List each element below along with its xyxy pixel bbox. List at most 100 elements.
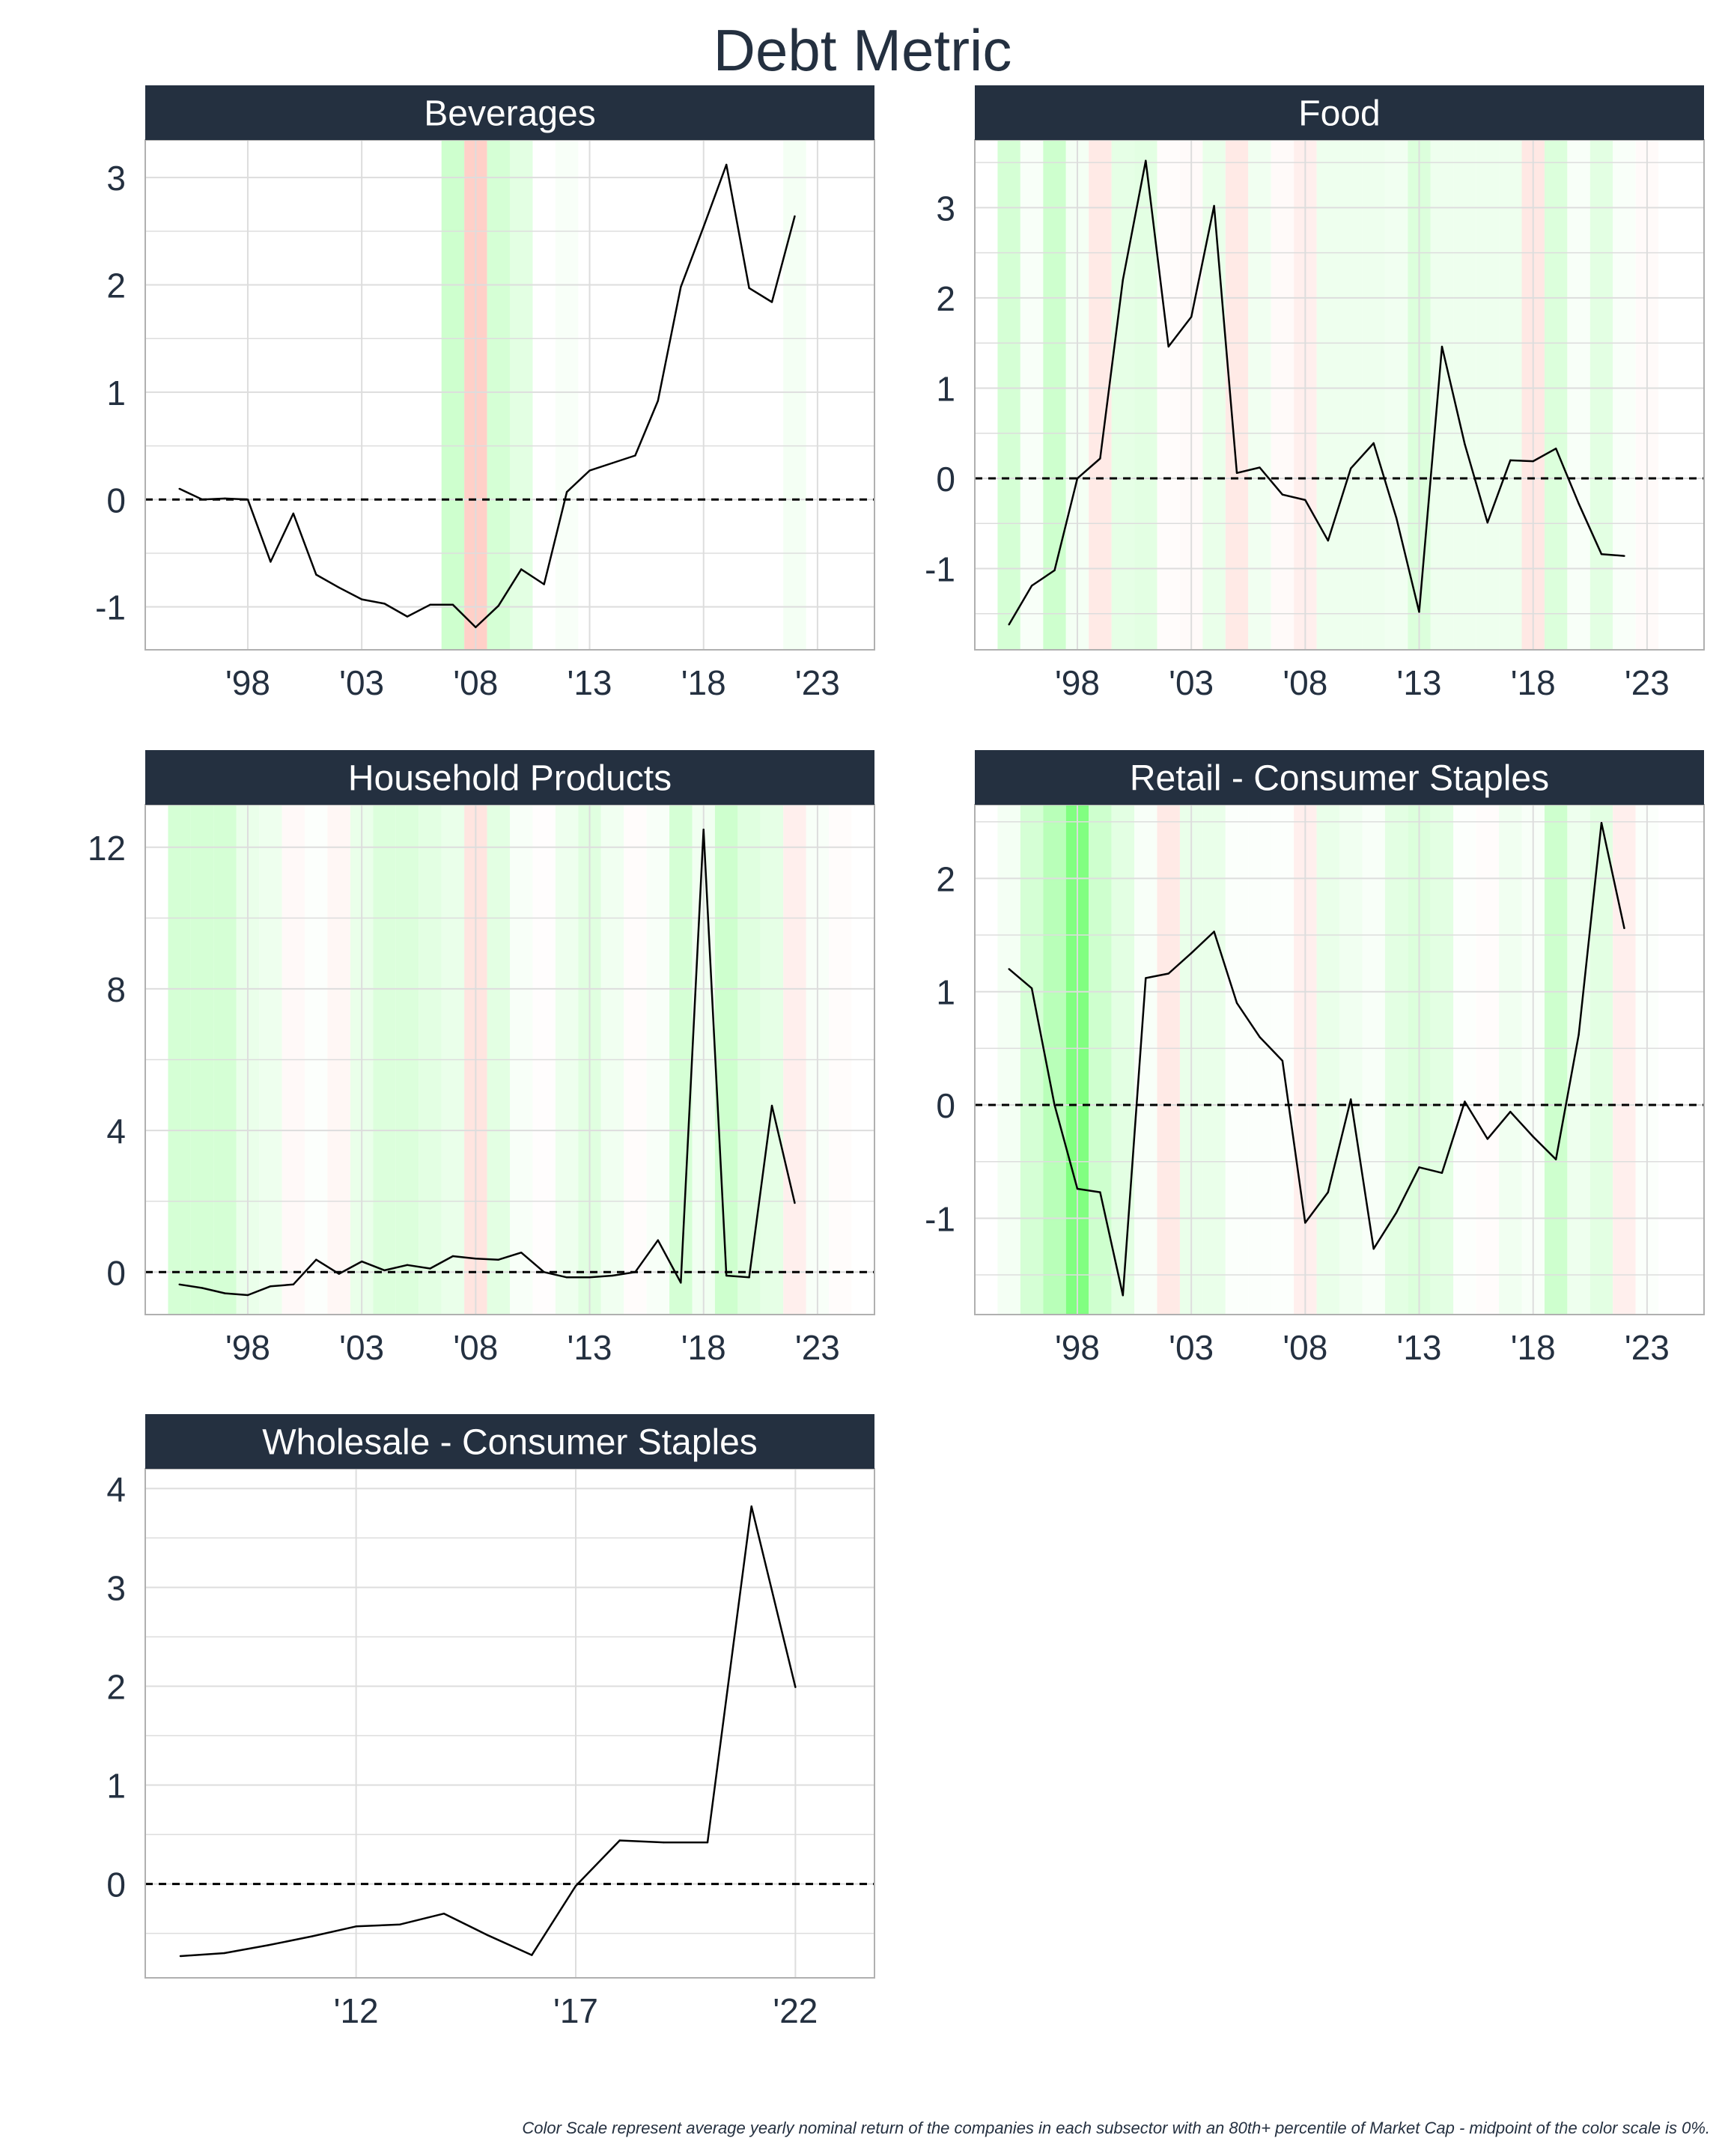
x-tick-label: '23 (1625, 1328, 1670, 1367)
data-point (748, 287, 750, 290)
return-band (1043, 805, 1066, 1315)
data-point (442, 1912, 445, 1915)
x-tick-label: '18 (1511, 663, 1556, 702)
data-point (1190, 316, 1193, 318)
data-point (1578, 1034, 1580, 1036)
data-point (223, 1952, 225, 1955)
x-tick-label: '23 (795, 1328, 840, 1367)
data-point (1030, 585, 1033, 587)
x-tick-label: '13 (568, 1328, 612, 1367)
x-tick-label: '13 (1397, 663, 1442, 702)
return-band (1453, 140, 1476, 650)
y-tick-label: 8 (106, 970, 126, 1009)
data-point (1190, 952, 1193, 954)
data-point (1145, 159, 1147, 162)
data-point (383, 603, 386, 605)
data-point (770, 301, 773, 303)
return-band (1613, 805, 1636, 1315)
x-tick-label: '23 (1625, 663, 1670, 702)
data-point (1418, 611, 1420, 613)
series-line (1008, 159, 1625, 625)
data-point (224, 497, 226, 500)
data-point (1418, 1166, 1420, 1169)
data-point (1259, 1036, 1261, 1038)
return-band (783, 140, 806, 650)
data-point (497, 1258, 499, 1261)
return-band (1476, 140, 1500, 650)
return-band (1613, 140, 1636, 650)
data-point (497, 605, 499, 607)
data-point (663, 1841, 665, 1844)
data-point (1554, 448, 1557, 450)
data-point (680, 1282, 682, 1284)
data-point (702, 828, 705, 831)
y-tick-label: -1 (925, 1199, 955, 1238)
y-tick-label: 3 (106, 159, 126, 198)
return-band (1225, 140, 1249, 650)
data-point (748, 1276, 750, 1279)
return-band (1225, 805, 1249, 1315)
x-tick-label: '23 (795, 663, 840, 702)
data-point (520, 1252, 523, 1254)
data-point (355, 1925, 357, 1928)
return-band (1453, 805, 1476, 1315)
data-point (1281, 1059, 1284, 1062)
data-point (178, 1283, 180, 1286)
x-tick-label: '13 (568, 663, 612, 702)
data-point (1623, 927, 1625, 930)
data-point (451, 603, 454, 606)
footnote: Color Scale represent average yearly nom… (522, 2119, 1710, 2137)
x-tick-label: '12 (334, 1991, 379, 2030)
data-point (311, 1935, 314, 1937)
data-point (1395, 517, 1398, 520)
panel-title: Retail - Consumer Staples (1130, 759, 1549, 799)
data-point (315, 573, 317, 576)
panel-header (975, 85, 1704, 140)
data-point (1600, 553, 1603, 555)
x-tick-label: '08 (453, 663, 498, 702)
return-band (1499, 805, 1522, 1315)
data-point (201, 499, 204, 501)
y-tick-label: -1 (925, 550, 955, 589)
data-point (1327, 1191, 1329, 1193)
x-tick-label: '22 (773, 1991, 818, 2030)
data-point (1395, 1211, 1398, 1214)
data-point (1281, 493, 1284, 496)
data-point (1053, 1103, 1056, 1106)
return-band (1384, 805, 1408, 1315)
data-point (794, 215, 796, 217)
data-point (487, 1934, 489, 1937)
data-point (618, 1839, 621, 1842)
data-point (338, 586, 340, 589)
return-band (487, 140, 510, 650)
data-point (680, 286, 682, 288)
data-point (475, 1258, 477, 1260)
data-point (1578, 502, 1580, 505)
data-point (1440, 1172, 1443, 1175)
plot-background (145, 1469, 874, 1978)
return-band (1362, 805, 1385, 1315)
series-line (179, 163, 796, 629)
x-tick-label: '03 (339, 1328, 384, 1367)
return-band (1020, 140, 1044, 650)
x-tick-label: '18 (681, 663, 726, 702)
panel-title: Household Products (348, 759, 672, 799)
data-point (1486, 521, 1489, 524)
data-point (543, 583, 545, 585)
data-point (1532, 460, 1534, 463)
data-point (1008, 968, 1010, 970)
data-point (1304, 499, 1306, 502)
data-point (543, 1271, 545, 1273)
x-tick-label: '03 (1169, 663, 1214, 702)
return-band (1384, 140, 1408, 650)
series-line (179, 828, 796, 1297)
data-point (292, 1283, 295, 1286)
return-band (1589, 805, 1613, 1315)
data-point (1122, 1294, 1125, 1297)
data-point (1122, 278, 1125, 281)
data-point (267, 1944, 270, 1946)
y-tick-label: 0 (936, 1086, 955, 1125)
data-point (1099, 457, 1101, 460)
data-point (588, 1276, 591, 1279)
return-band (1544, 140, 1568, 650)
